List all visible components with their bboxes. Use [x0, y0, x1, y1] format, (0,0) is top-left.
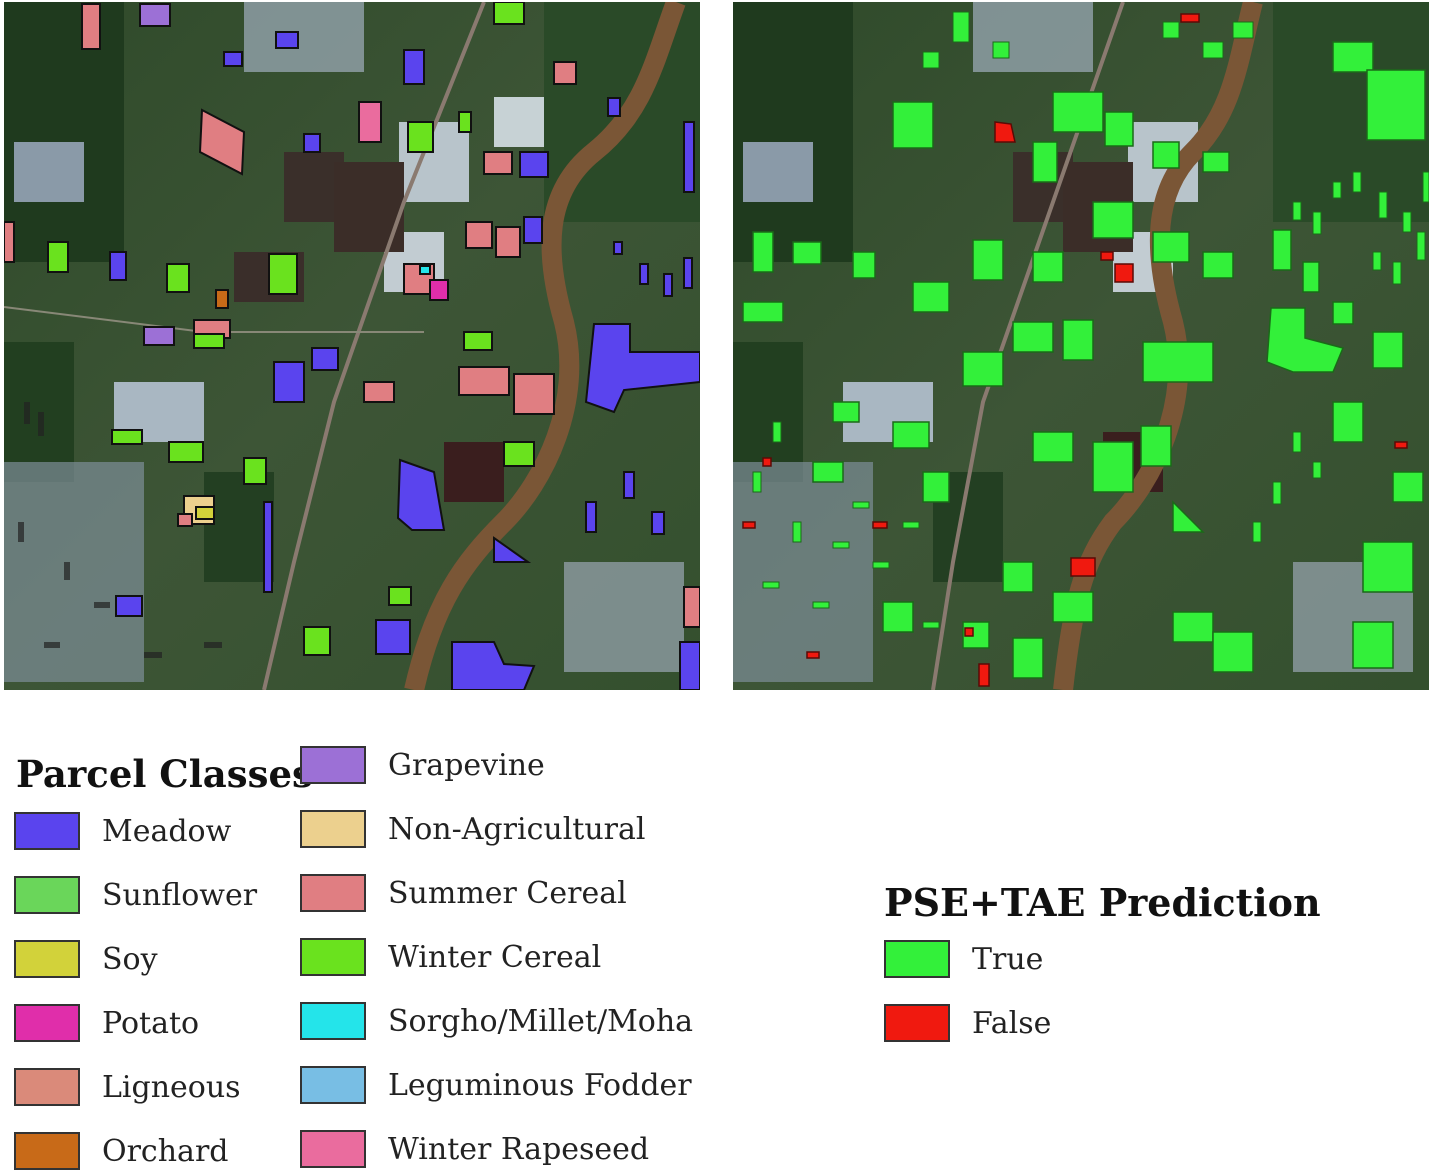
legend-swatch [300, 746, 366, 784]
prediction-map-image [733, 2, 1429, 690]
legend-swatch [300, 810, 366, 848]
legend-swatch [300, 874, 366, 912]
prediction-title: PSE+TAE Prediction [884, 880, 1321, 925]
ground-truth-map-image [4, 2, 700, 690]
prediction-map [733, 2, 1429, 690]
legend-label: Winter Cereal [388, 940, 602, 975]
legend-label: True [972, 942, 1044, 977]
legend-label: Grapevine [388, 748, 545, 783]
legend-swatch [300, 1130, 366, 1168]
legend-swatch [300, 1066, 366, 1104]
ground-truth-map [4, 2, 700, 690]
legend-label: Ligneous [102, 1070, 241, 1105]
legend-label: Sorgho/Millet/Moha [388, 1004, 694, 1039]
legend-swatch [14, 940, 80, 978]
legend-label: Summer Cereal [388, 876, 627, 911]
legend-swatch [14, 812, 80, 850]
legend-swatch [884, 1004, 950, 1042]
legend-label: Soy [102, 942, 158, 977]
legend-label: Non-Agricultural [388, 812, 646, 847]
legend-swatch [14, 1068, 80, 1106]
legend-label: Leguminous Fodder [388, 1068, 692, 1103]
legend-label: Meadow [102, 814, 232, 849]
legend-swatch [300, 1002, 366, 1040]
legend-label: False [972, 1006, 1052, 1041]
legend-swatch [300, 938, 366, 976]
legend-label: Potato [102, 1006, 200, 1041]
legend-swatch [14, 876, 80, 914]
legend-label: Orchard [102, 1134, 229, 1169]
legend-swatch [14, 1132, 80, 1170]
legend-label: Sunflower [102, 878, 258, 913]
legend-swatch [884, 940, 950, 978]
legend-label: Winter Rapeseed [388, 1132, 650, 1167]
legend-swatch [14, 1004, 80, 1042]
parcel-classes-title: Parcel Classes [16, 752, 313, 796]
